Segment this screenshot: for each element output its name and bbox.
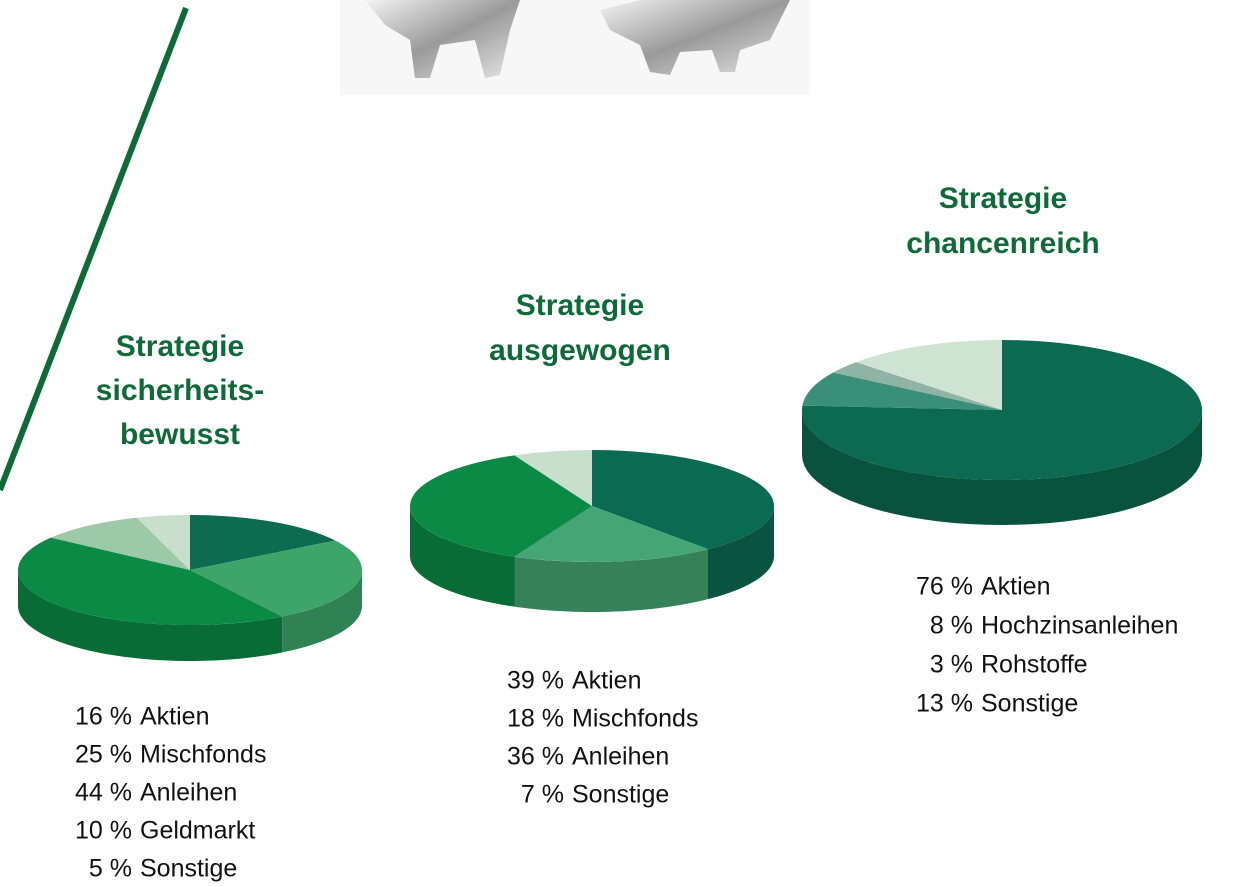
pie-title: ausgewogen [489,334,671,367]
pie-title: Strategie [516,289,644,322]
legend-value: 8 % [930,612,973,640]
legend-label: Rohstoffe [981,651,1088,679]
pie [802,340,1202,525]
legend-label: Aktien [981,573,1050,601]
legend-label: Sonstige [981,690,1078,718]
pie [410,450,774,612]
legend-value: 36 % [507,743,564,771]
legend-label: Hochzinsanleihen [981,612,1178,640]
legend-label: Mischfonds [572,705,698,733]
pie-title: bewusst [120,418,240,451]
pie [18,515,362,661]
page: {"chart_data": [ {"type": "pie3d", "titl… [0,0,1246,887]
pie-title: Strategie [939,182,1067,215]
legend-label: Aktien [140,703,209,731]
pie-title: Strategie [116,330,244,363]
legend-value: 25 % [75,741,132,769]
legend-value: 7 % [521,781,564,809]
legend-value: 76 % [916,573,973,601]
legend-value: 44 % [75,779,132,807]
legend-value: 16 % [75,703,132,731]
pie-title: chancenreich [906,227,1099,260]
legend-value: 3 % [930,651,973,679]
legend-label: Geldmarkt [140,817,255,845]
legend-label: Sonstige [140,855,237,883]
legend-label: Anleihen [572,743,669,771]
legend-label: Aktien [572,667,641,695]
legend-label: Anleihen [140,779,237,807]
legend-value: 39 % [507,667,564,695]
legend-value: 5 % [89,855,132,883]
pie-title: sicherheits- [96,374,264,407]
legend-value: 18 % [507,705,564,733]
legend-label: Sonstige [572,781,669,809]
piggy-image [340,0,810,95]
legend-label: Mischfonds [140,741,266,769]
legend-value: 10 % [75,817,132,845]
legend-value: 13 % [916,690,973,718]
chart: Strategie sicherheits-bewusst 16 % Aktien 25… [0,0,1246,887]
